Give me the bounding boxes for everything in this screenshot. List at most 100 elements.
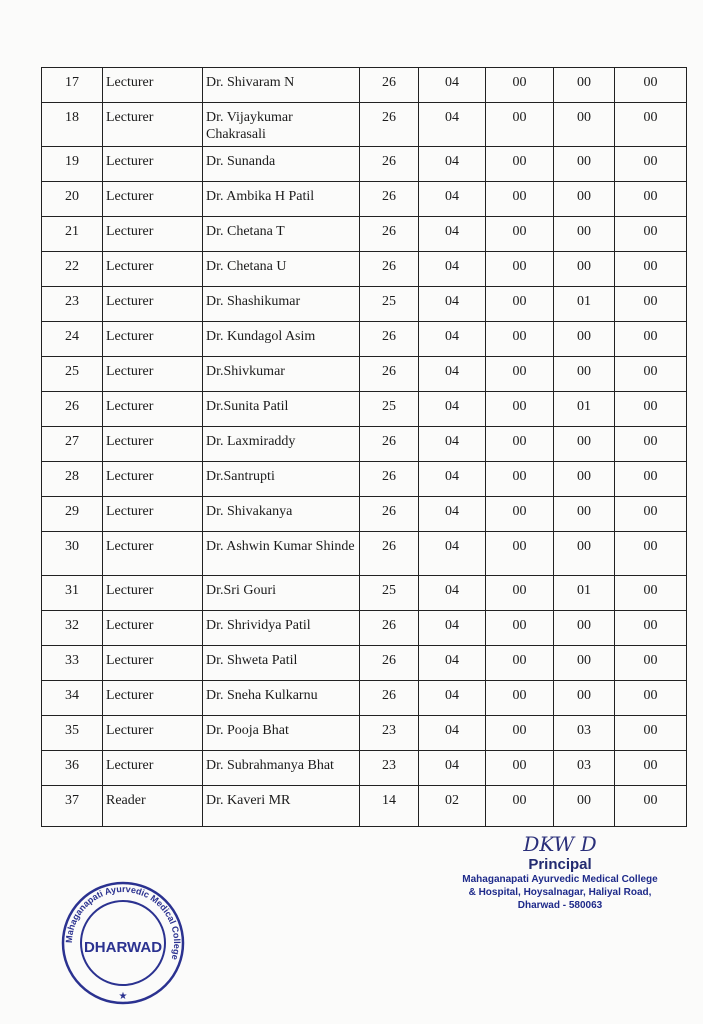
value-col-4: 03 — [553, 750, 615, 786]
serial-number: 25 — [41, 356, 103, 392]
value-col-4: 01 — [553, 575, 615, 611]
staff-name: Dr.Sri Gouri — [202, 575, 360, 611]
value-col-1: 25 — [359, 575, 419, 611]
designation: Lecturer — [102, 461, 203, 497]
value-col-2: 04 — [418, 610, 486, 646]
value-col-5: 00 — [614, 286, 687, 322]
college-stamp: Mahaganapati Ayurvedic Medical College D… — [61, 881, 185, 1005]
serial-number: 23 — [41, 286, 103, 322]
value-col-1: 26 — [359, 680, 419, 716]
value-col-2: 04 — [418, 286, 486, 322]
value-col-5: 00 — [614, 680, 687, 716]
table-row: 29 Lecturer Dr. Shivakanya 26 04 00 00 00 — [41, 496, 687, 532]
designation: Lecturer — [102, 216, 203, 252]
value-col-5: 00 — [614, 750, 687, 786]
value-col-5: 00 — [614, 496, 687, 532]
signature-title: Principal — [528, 856, 592, 873]
value-col-2: 04 — [418, 181, 486, 217]
value-col-5: 00 — [614, 610, 687, 646]
value-col-5: 00 — [614, 461, 687, 497]
value-col-2: 04 — [418, 426, 486, 462]
value-col-1: 26 — [359, 251, 419, 287]
value-col-2: 04 — [418, 391, 486, 427]
serial-number: 35 — [41, 715, 103, 751]
value-col-3: 00 — [485, 531, 554, 576]
designation: Lecturer — [102, 321, 203, 357]
value-col-5: 00 — [614, 102, 687, 147]
value-col-1: 26 — [359, 181, 419, 217]
table-row: 28 Lecturer Dr.Santrupti 26 04 00 00 00 — [41, 461, 687, 497]
designation: Lecturer — [102, 715, 203, 751]
staff-name: Dr. Kundagol Asim — [202, 321, 360, 357]
serial-number: 24 — [41, 321, 103, 357]
staff-name: Dr. Sunanda — [202, 146, 360, 182]
staff-name: Dr. Shashikumar — [202, 286, 360, 322]
designation: Lecturer — [102, 680, 203, 716]
value-col-5: 00 — [614, 715, 687, 751]
staff-name: Dr.Santrupti — [202, 461, 360, 497]
serial-number: 32 — [41, 610, 103, 646]
staff-name: Dr.Sunita Patil — [202, 391, 360, 427]
value-col-1: 23 — [359, 750, 419, 786]
value-col-1: 25 — [359, 391, 419, 427]
value-col-3: 00 — [485, 575, 554, 611]
staff-name: Dr. Pooja Bhat — [202, 715, 360, 751]
value-col-1: 26 — [359, 67, 419, 103]
table-row: 19 Lecturer Dr. Sunanda 26 04 00 00 00 — [41, 146, 687, 182]
value-col-2: 04 — [418, 356, 486, 392]
value-col-4: 00 — [553, 181, 615, 217]
value-col-4: 00 — [553, 645, 615, 681]
staff-name: Dr. Ambika H Patil — [202, 181, 360, 217]
value-col-2: 04 — [418, 251, 486, 287]
value-col-5: 00 — [614, 645, 687, 681]
table-row: 20 Lecturer Dr. Ambika H Patil 26 04 00 00 00 — [41, 181, 687, 217]
value-col-1: 26 — [359, 102, 419, 147]
value-col-4: 00 — [553, 531, 615, 576]
value-col-5: 00 — [614, 426, 687, 462]
designation: Lecturer — [102, 356, 203, 392]
value-col-4: 00 — [553, 102, 615, 147]
value-col-2: 04 — [418, 461, 486, 497]
value-col-3: 00 — [485, 391, 554, 427]
staff-name: Dr. Ashwin Kumar Shinde — [202, 531, 360, 576]
value-col-5: 00 — [614, 785, 687, 827]
table-row: 24 Lecturer Dr. Kundagol Asim 26 04 00 00 00 — [41, 321, 687, 357]
table-row: 21 Lecturer Dr. Chetana T 26 04 00 00 00 — [41, 216, 687, 252]
staff-name: Dr. Subrahmanya Bhat — [202, 750, 360, 786]
value-col-1: 26 — [359, 496, 419, 532]
stamp-center-text: DHARWAD — [84, 939, 162, 956]
value-col-5: 00 — [614, 575, 687, 611]
value-col-5: 00 — [614, 216, 687, 252]
value-col-2: 04 — [418, 67, 486, 103]
table-row: 18 Lecturer Dr. Vijaykumar Chakrasali 26 04 0… — [41, 102, 687, 147]
value-col-5: 00 — [614, 321, 687, 357]
value-col-1: 26 — [359, 216, 419, 252]
serial-number: 22 — [41, 251, 103, 287]
value-col-2: 04 — [418, 575, 486, 611]
table-row: 36 Lecturer Dr. Subrahmanya Bhat 23 04 00 03 00 — [41, 750, 687, 786]
value-col-5: 00 — [614, 251, 687, 287]
staff-name: Dr. Chetana U — [202, 251, 360, 287]
value-col-1: 26 — [359, 610, 419, 646]
value-col-4: 00 — [553, 216, 615, 252]
value-col-1: 26 — [359, 645, 419, 681]
value-col-1: 23 — [359, 715, 419, 751]
value-col-4: 03 — [553, 715, 615, 751]
value-col-1: 14 — [359, 785, 419, 827]
staff-name: Dr. Shivakanya — [202, 496, 360, 532]
value-col-4: 00 — [553, 461, 615, 497]
value-col-2: 04 — [418, 645, 486, 681]
serial-number: 34 — [41, 680, 103, 716]
value-col-4: 00 — [553, 251, 615, 287]
value-col-5: 00 — [614, 356, 687, 392]
value-col-2: 04 — [418, 321, 486, 357]
table-row: 32 Lecturer Dr. Shrividya Patil 26 04 00 00 00 — [41, 610, 687, 646]
staff-name: Dr. Chetana T — [202, 216, 360, 252]
principal-signature-block: DKW D Principal Mahaganapati Ayurvedic M… — [420, 832, 700, 912]
address-line: Mahaganapati Ayurvedic Medical College — [462, 874, 658, 885]
value-col-2: 04 — [418, 216, 486, 252]
staff-name: Dr. Sneha Kulkarnu — [202, 680, 360, 716]
value-col-5: 00 — [614, 391, 687, 427]
staff-name: Dr. Vijaykumar Chakrasali — [202, 102, 360, 147]
designation: Lecturer — [102, 67, 203, 103]
